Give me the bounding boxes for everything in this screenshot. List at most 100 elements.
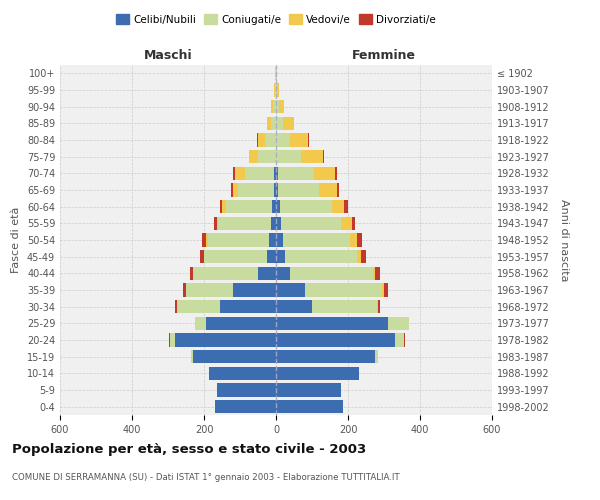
Bar: [206, 234, 208, 246]
Bar: [273, 100, 276, 114]
Bar: [215, 400, 276, 413]
Bar: [319, 184, 337, 196]
Bar: [209, 366, 276, 380]
Bar: [267, 250, 276, 264]
Text: COMUNE DI SERRAMANNA (SU) - Dati ISTAT 1° gennaio 2003 - Elaborazione TUTTITALIA: COMUNE DI SERRAMANNA (SU) - Dati ISTAT 1…: [12, 472, 400, 482]
Bar: [220, 300, 276, 314]
Bar: [177, 300, 220, 314]
Bar: [375, 266, 380, 280]
Bar: [183, 284, 186, 296]
Bar: [395, 334, 404, 346]
Bar: [276, 284, 305, 296]
Bar: [170, 334, 175, 346]
Bar: [276, 200, 280, 213]
Bar: [382, 284, 384, 296]
Y-axis label: Fasce di età: Fasce di età: [11, 207, 21, 273]
Bar: [357, 250, 361, 264]
Bar: [276, 384, 341, 396]
Bar: [175, 300, 177, 314]
Bar: [275, 84, 276, 96]
Bar: [357, 234, 362, 246]
Bar: [191, 350, 193, 364]
Bar: [271, 100, 273, 114]
Bar: [388, 316, 409, 330]
Text: Popolazione per età, sesso e stato civile - 2003: Popolazione per età, sesso e stato civil…: [12, 442, 366, 456]
Bar: [265, 134, 276, 146]
Bar: [220, 200, 222, 213]
Bar: [277, 84, 279, 96]
Bar: [186, 284, 233, 296]
Bar: [375, 350, 378, 364]
Bar: [276, 366, 359, 380]
Bar: [276, 316, 388, 330]
Bar: [231, 184, 233, 196]
Bar: [276, 234, 283, 246]
Bar: [217, 384, 276, 396]
Bar: [193, 350, 276, 364]
Bar: [258, 134, 265, 146]
Bar: [337, 184, 339, 196]
Bar: [274, 84, 275, 96]
Bar: [344, 200, 348, 213]
Bar: [352, 216, 355, 230]
Bar: [290, 134, 308, 146]
Bar: [258, 266, 276, 280]
Bar: [314, 166, 335, 180]
Bar: [276, 216, 281, 230]
Bar: [276, 350, 375, 364]
Bar: [272, 200, 276, 213]
Bar: [276, 266, 290, 280]
Bar: [373, 266, 375, 280]
Bar: [276, 116, 283, 130]
Bar: [278, 184, 319, 196]
Bar: [276, 150, 301, 164]
Bar: [190, 266, 193, 280]
Bar: [274, 184, 276, 196]
Legend: Celibi/Nubili, Coniugati/e, Vedovi/e, Divorziati/e: Celibi/Nubili, Coniugati/e, Vedovi/e, Di…: [112, 10, 440, 29]
Bar: [278, 166, 314, 180]
Bar: [193, 266, 258, 280]
Bar: [238, 184, 274, 196]
Bar: [312, 300, 377, 314]
Bar: [274, 166, 276, 180]
Bar: [276, 100, 279, 114]
Bar: [285, 250, 357, 264]
Bar: [233, 166, 235, 180]
Bar: [276, 250, 285, 264]
Bar: [202, 234, 206, 246]
Bar: [290, 266, 373, 280]
Bar: [257, 134, 258, 146]
Bar: [271, 116, 276, 130]
Bar: [283, 234, 350, 246]
Bar: [195, 316, 206, 330]
Bar: [169, 334, 170, 346]
Bar: [280, 200, 332, 213]
Bar: [226, 200, 272, 213]
Bar: [233, 184, 238, 196]
Bar: [233, 284, 276, 296]
Bar: [276, 400, 343, 413]
Bar: [218, 216, 271, 230]
Bar: [279, 100, 284, 114]
Bar: [267, 116, 271, 130]
Bar: [276, 184, 278, 196]
Text: Femmine: Femmine: [352, 48, 416, 62]
Bar: [206, 316, 276, 330]
Bar: [301, 150, 323, 164]
Bar: [275, 66, 276, 80]
Bar: [235, 166, 245, 180]
Bar: [271, 216, 276, 230]
Bar: [384, 284, 388, 296]
Bar: [335, 166, 337, 180]
Bar: [276, 84, 277, 96]
Bar: [245, 166, 274, 180]
Bar: [249, 150, 258, 164]
Bar: [283, 116, 294, 130]
Bar: [377, 300, 380, 314]
Bar: [217, 216, 218, 230]
Bar: [276, 134, 290, 146]
Bar: [276, 334, 395, 346]
Bar: [208, 234, 269, 246]
Bar: [258, 150, 276, 164]
Bar: [269, 234, 276, 246]
